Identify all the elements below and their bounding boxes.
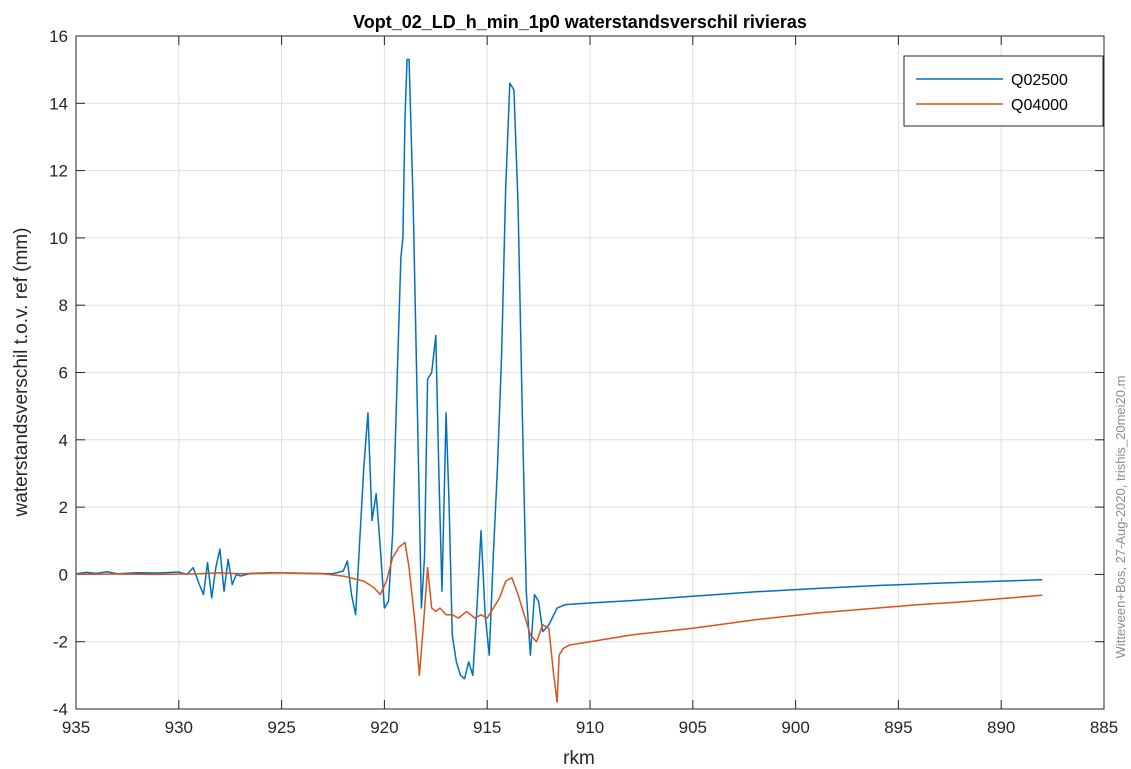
x-tick-label: 930 (165, 718, 193, 737)
series-line-q04000 (75, 541, 1043, 704)
x-tick-label: 910 (576, 718, 604, 737)
x-tick-label: 900 (781, 718, 809, 737)
y-tick-label: 16 (49, 27, 68, 46)
axes (75, 35, 1105, 710)
y-tick-label: 8 (59, 296, 68, 315)
x-tick-label: 935 (62, 718, 90, 737)
legend-label-q04000: Q04000 (1011, 97, 1068, 114)
y-tick-label: 0 (59, 565, 68, 584)
legend: Q02500 Q04000 (903, 55, 1104, 127)
x-axis-title: rkm (563, 748, 595, 769)
y-tick-label: -4 (53, 700, 68, 719)
legend-box (903, 55, 1104, 127)
x-tick-label: 925 (267, 718, 295, 737)
series-line-q02500 (75, 58, 1043, 680)
y-tick-label: 2 (59, 498, 68, 517)
y-tick-label: 14 (49, 94, 68, 113)
x-tick-label: 890 (987, 718, 1015, 737)
y-tick-label: 12 (49, 162, 68, 181)
x-tick-label: 915 (473, 718, 501, 737)
chart-title: Vopt_02_LD_h_min_1p0 waterstandsverschil… (353, 12, 807, 32)
x-tick-label: 885 (1090, 718, 1118, 737)
y-tick-label: 6 (59, 364, 68, 383)
y-tick-label: 10 (49, 229, 68, 248)
legend-label-q02500: Q02500 (1011, 72, 1068, 89)
x-tick-label: 895 (884, 718, 912, 737)
x-tick-label: 905 (679, 718, 707, 737)
y-axis-title: waterstandsverschil t.o.v. ref (mm) (11, 228, 32, 518)
y-tick-label: 4 (59, 431, 68, 450)
tick-labels: 935 930 925 920 915 910 905 900 895 890 885 -4 -2 0 2 4… (49, 27, 1118, 737)
x-tick-label: 920 (370, 718, 398, 737)
attribution-note: Witteveen+Bos, 27-Aug-2020, trishis_20me… (1113, 376, 1128, 659)
axes-box (75, 35, 1105, 710)
series-layer (75, 58, 1043, 704)
y-tick-label: -2 (53, 633, 68, 652)
